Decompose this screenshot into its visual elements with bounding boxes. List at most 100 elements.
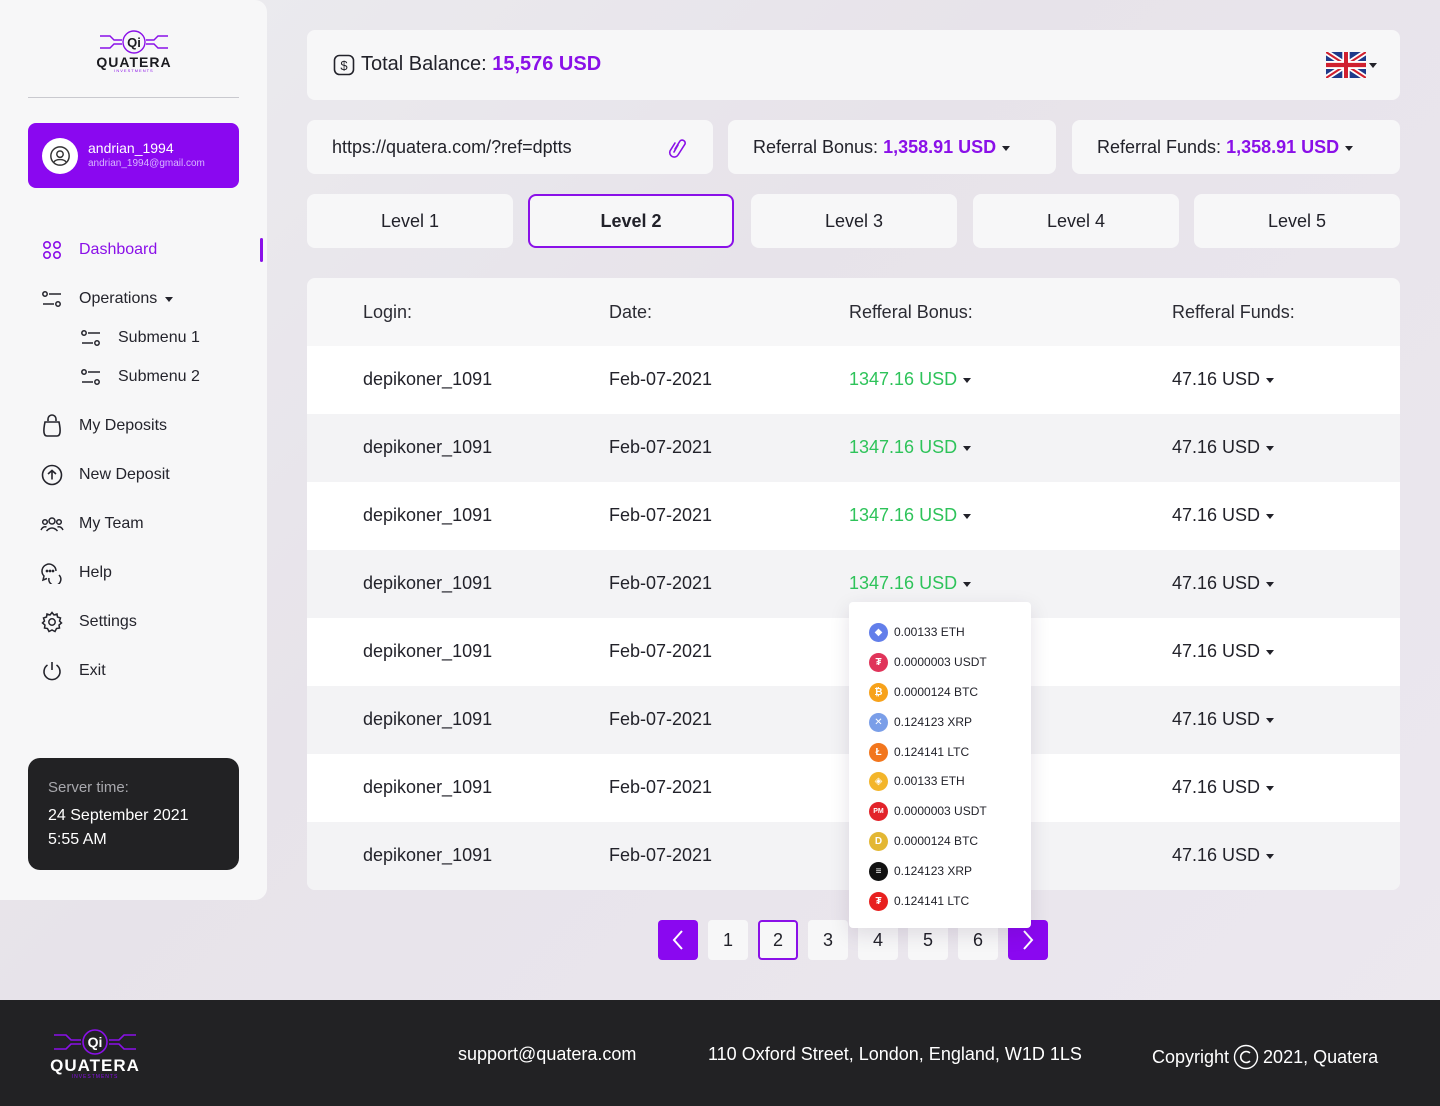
sliders-icon	[40, 287, 64, 311]
link-icon[interactable]	[665, 135, 689, 159]
sidebar-item-exit[interactable]: Exit	[40, 659, 106, 683]
upload-icon	[40, 463, 64, 487]
row-funds: 47.16 USD	[1172, 845, 1261, 865]
pagination-prev-button[interactable]	[658, 920, 698, 960]
row-funds-dropdown[interactable]: 47.16 USD	[1172, 777, 1275, 798]
dropdown-item-text: 0.124123 XRP	[894, 715, 973, 729]
column-header-login: Login:	[363, 302, 413, 322]
referral-link: https://quatera.com/?ref=dptts	[332, 137, 572, 157]
row-funds: 47.16 USD	[1172, 709, 1261, 729]
avatar	[42, 138, 78, 174]
dropdown-item-text: 0.00133 ETH	[894, 625, 965, 639]
chevron-right-icon	[1023, 930, 1034, 950]
sidebar-item-settings[interactable]: Settings	[40, 610, 137, 634]
dropdown-item[interactable]: ✕ 0.124123 XRP	[869, 712, 972, 732]
active-nav-indicator	[260, 238, 263, 262]
dropdown-item[interactable]: D 0.0000124 BTC	[869, 831, 978, 851]
tab-level-1[interactable]: Level 1	[307, 194, 513, 248]
tab-level-4[interactable]: Level 4	[973, 194, 1179, 248]
dropdown-item-text: 0.0000003 USDT	[894, 804, 987, 818]
row-login: depikoner_1091	[363, 505, 493, 525]
row-funds: 47.16 USD	[1172, 641, 1261, 661]
pagination-page-2[interactable]: 2	[758, 920, 798, 960]
footer-logo[interactable]: Qi QUATERA INVESTMENTS	[50, 1026, 140, 1082]
sidebar-item-dashboard[interactable]: Dashboard	[40, 238, 157, 262]
server-time: 5:55 AM	[48, 831, 107, 848]
column-header-bonus: Refferal Bonus:	[849, 302, 973, 322]
row-login: depikoner_1091	[363, 641, 493, 661]
tab-level-2[interactable]: Level 2	[528, 194, 734, 248]
row-date: Feb-07-2021	[609, 777, 713, 797]
chevron-down-icon	[1266, 785, 1275, 791]
referral-bonus: Referral Bonus: 1,358.91 USD	[753, 137, 1011, 158]
sidebar: Qi QUATERA INVESTMENTS andrian_1994 andr…	[0, 0, 267, 900]
sidebar-item-label: Dashboard	[79, 241, 158, 258]
chevron-down-icon	[963, 581, 972, 587]
row-funds-dropdown[interactable]: 47.16 USD	[1172, 369, 1275, 390]
sidebar-item-my-deposits[interactable]: My Deposits	[40, 414, 167, 438]
svg-text:Qi: Qi	[88, 1034, 103, 1050]
row-login: depikoner_1091	[363, 845, 493, 865]
row-funds: 47.16 USD	[1172, 369, 1261, 389]
dropdown-item[interactable]: PM 0.0000003 USDT	[869, 801, 987, 821]
row-funds-dropdown[interactable]: 47.16 USD	[1172, 437, 1275, 458]
sidebar-item-operations[interactable]: Operations	[40, 287, 174, 311]
dropdown-item[interactable]: ₮ 0.124141 LTC	[869, 891, 969, 911]
sidebar-item-label: Submenu 1	[118, 329, 200, 346]
chat-help-icon	[40, 561, 64, 585]
language-chevron-down-icon[interactable]	[1369, 63, 1377, 68]
dropdown-item[interactable]: ≡ 0.124123 XRP	[869, 861, 972, 881]
tab-level-3[interactable]: Level 3	[751, 194, 957, 248]
tab-level-5[interactable]: Level 5	[1194, 194, 1400, 248]
column-header-funds: Refferal Funds:	[1172, 302, 1295, 322]
row-date: Feb-07-2021	[609, 573, 713, 593]
sidebar-item-new-deposit[interactable]: New Deposit	[40, 463, 170, 487]
row-bonus-dropdown[interactable]: 1347.16 USD	[849, 369, 972, 390]
dollar-icon: $	[333, 54, 355, 76]
sidebar-item-label: My Deposits	[79, 417, 168, 434]
footer-brand-subtitle: INVESTMENTS	[71, 1074, 119, 1080]
chevron-down-icon	[1266, 513, 1275, 519]
referral-funds-card[interactable]: Referral Funds: 1,358.91 USD	[1072, 120, 1400, 174]
uk-flag-icon[interactable]	[1326, 52, 1366, 78]
referral-link-field[interactable]: https://quatera.com/?ref=dptts	[307, 120, 713, 174]
dropdown-item-text: 0.124141 LTC	[894, 745, 970, 759]
sidebar-item-submenu-2[interactable]: Submenu 2	[79, 365, 200, 389]
support-email-link[interactable]: support@quatera.com	[458, 1044, 637, 1064]
row-bonus-dropdown[interactable]: 1347.16 USD	[849, 505, 972, 526]
user-card[interactable]: andrian_1994 andrian_1994@gmail.com	[28, 123, 239, 188]
grid-icon	[40, 238, 64, 262]
row-funds-dropdown[interactable]: 47.16 USD	[1172, 573, 1275, 594]
row-date: Feb-07-2021	[609, 369, 713, 389]
pagination-page-3[interactable]: 3	[808, 920, 848, 960]
referral-bonus-value: 1,358.91 USD	[883, 137, 997, 157]
sidebar-item-label: Settings	[79, 613, 137, 630]
server-time-label: Server time:	[48, 779, 129, 796]
row-funds-dropdown[interactable]: 47.16 USD	[1172, 505, 1275, 526]
dropdown-item[interactable]: ₮ 0.0000003 USDT	[869, 652, 987, 672]
sliders-icon	[79, 326, 103, 350]
row-funds-dropdown[interactable]: 47.16 USD	[1172, 641, 1275, 662]
row-funds-dropdown[interactable]: 47.16 USD	[1172, 845, 1275, 866]
dropdown-item[interactable]: ₿ 0.0000124 BTC	[869, 682, 978, 702]
sidebar-item-submenu-1[interactable]: Submenu 1	[79, 326, 200, 350]
dropdown-item[interactable]: ◈ 0.00133 ETH	[869, 771, 965, 791]
bonus-currency-dropdown: ◆ 0.00133 ETH ₮ 0.0000003 USDT ₿ 0.00001…	[849, 602, 1031, 928]
total-balance: Total Balance: 15,576 USD	[361, 53, 601, 76]
dropdown-item[interactable]: ◆ 0.00133 ETH	[869, 622, 965, 642]
sidebar-item-label: New Deposit	[79, 466, 170, 483]
row-bonus-dropdown[interactable]: 1347.16 USD	[849, 437, 972, 458]
referral-bonus-card[interactable]: Referral Bonus: 1,358.91 USD	[728, 120, 1056, 174]
row-bonus-dropdown[interactable]: 1347.16 USD	[849, 573, 972, 594]
sidebar-item-my-team[interactable]: My Team	[40, 512, 144, 536]
pagination-page-1[interactable]: 1	[708, 920, 748, 960]
brand-logo[interactable]: Qi QUATERA INVESTMENTS	[96, 28, 172, 74]
perfect-money-icon: PM	[869, 801, 888, 821]
dropdown-item[interactable]: Ł 0.124141 LTC	[869, 742, 969, 762]
row-funds-dropdown[interactable]: 47.16 USD	[1172, 709, 1275, 730]
row-funds: 47.16 USD	[1172, 573, 1261, 593]
chevron-down-icon	[1266, 445, 1275, 451]
server-time-panel: Server time: 24 September 2021 5:55 AM	[28, 758, 239, 870]
sidebar-item-help[interactable]: Help	[40, 561, 112, 585]
referral-funds: Referral Funds: 1,358.91 USD	[1097, 137, 1354, 158]
